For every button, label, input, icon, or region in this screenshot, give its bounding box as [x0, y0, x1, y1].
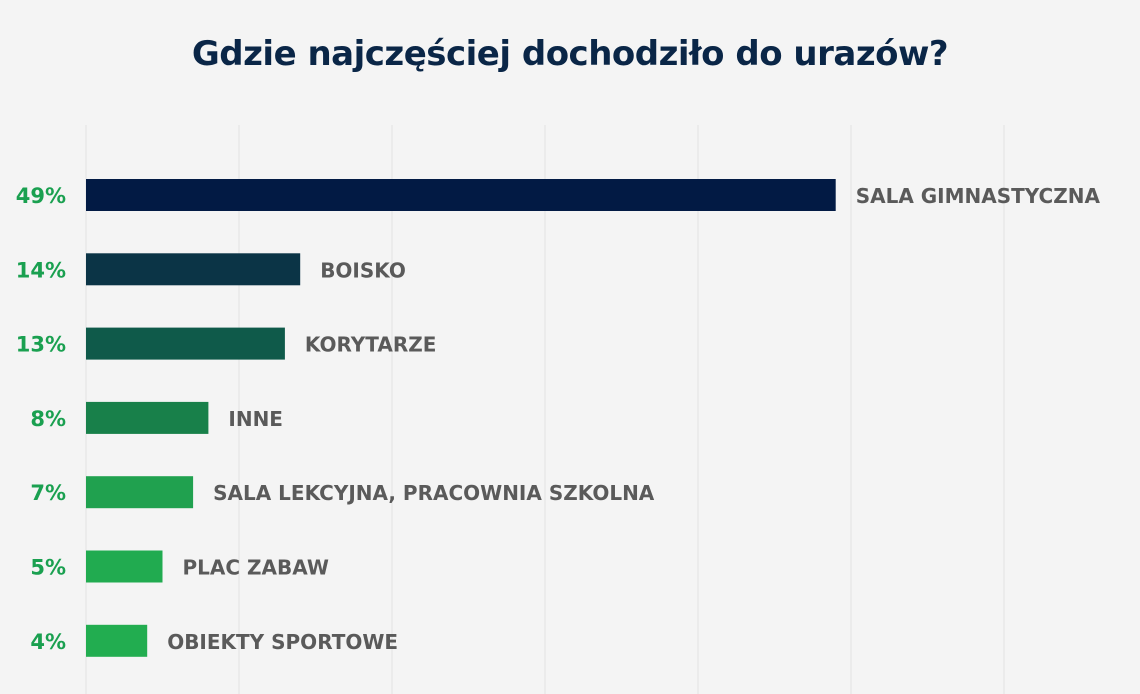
value-label: 7% — [30, 481, 66, 505]
chart-title: Gdzie najczęściej dochodziło do urazów? — [191, 34, 949, 74]
bar — [86, 253, 301, 286]
category-label: BOISKO — [320, 258, 406, 282]
bar — [86, 624, 148, 657]
value-label: 14% — [16, 258, 66, 282]
value-label: 4% — [30, 630, 66, 654]
category-label: KORYTARZE — [305, 333, 437, 357]
bar — [86, 401, 209, 434]
value-label: 5% — [30, 556, 66, 580]
value-label: 13% — [16, 333, 66, 357]
bar — [86, 476, 194, 509]
bar — [86, 550, 163, 583]
bar — [86, 327, 285, 360]
category-label: OBIEKTY SPORTOWE — [167, 630, 398, 654]
value-label: 8% — [30, 407, 66, 431]
category-label: INNE — [228, 407, 283, 431]
category-label: SALA LEKCYJNA, PRACOWNIA SZKOLNA — [213, 481, 655, 505]
category-label: PLAC ZABAW — [183, 556, 329, 580]
value-label: 49% — [16, 184, 66, 208]
bar — [86, 179, 836, 211]
category-label: SALA GIMNASTYCZNA — [856, 184, 1101, 208]
